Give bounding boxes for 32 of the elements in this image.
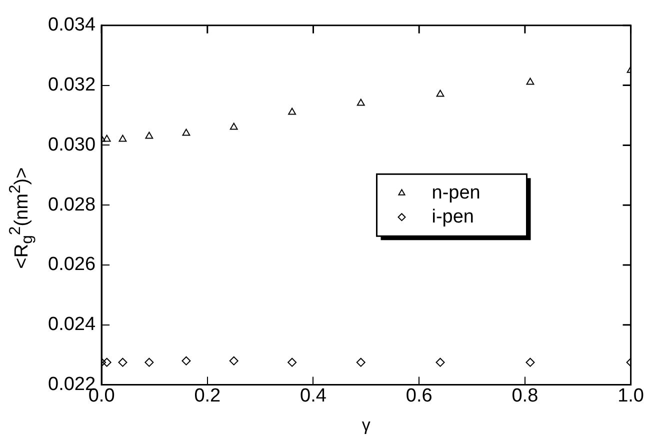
y-tick-label: 0.030	[48, 134, 96, 156]
point	[526, 78, 534, 85]
point	[356, 98, 365, 106]
y-tick-label: 0.032	[48, 74, 96, 96]
point	[118, 134, 127, 142]
point	[118, 358, 128, 367]
x-tick-label: 0.4	[300, 385, 327, 406]
point	[102, 134, 111, 142]
x-tick-label: 0.8	[512, 385, 538, 406]
x-tick-label: 1.0	[618, 385, 644, 406]
point	[436, 358, 445, 367]
point	[145, 132, 154, 139]
point	[436, 90, 444, 97]
point	[229, 356, 238, 366]
point	[356, 358, 366, 367]
point	[144, 358, 154, 367]
point	[230, 122, 238, 130]
point	[288, 108, 296, 115]
x-axis-title: γ	[362, 415, 371, 434]
point	[182, 128, 190, 136]
x-tick-label: 0.2	[194, 385, 221, 406]
y-tick-label: 0.024	[48, 314, 96, 336]
x-tick-label: 0.6	[406, 385, 432, 406]
y-tick-label: 0.028	[48, 194, 96, 216]
legend-label: n-pen	[432, 182, 480, 204]
point	[526, 358, 535, 367]
y-tick-label: 0.026	[48, 254, 96, 276]
point	[182, 356, 191, 366]
point	[102, 358, 112, 367]
point	[288, 358, 297, 367]
y-tick-label: 0.034	[48, 14, 96, 36]
legend-label: i-pen	[432, 206, 474, 228]
